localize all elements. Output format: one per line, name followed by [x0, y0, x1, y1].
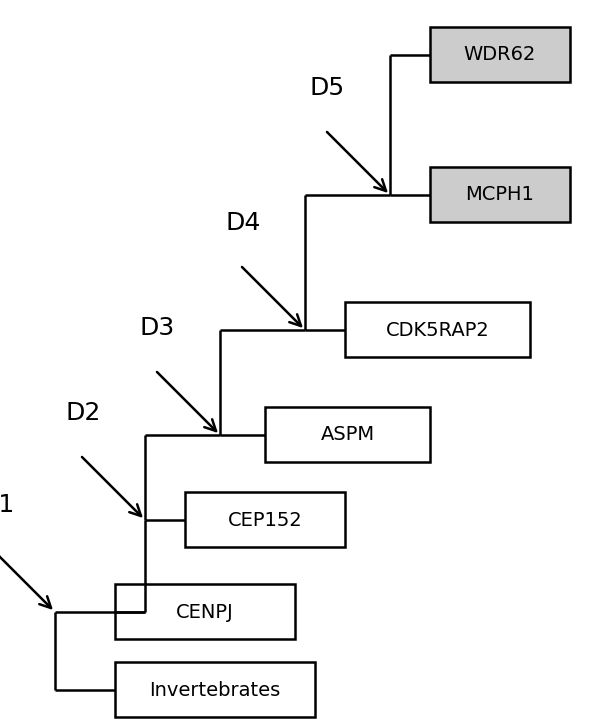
- Text: WDR62: WDR62: [464, 46, 536, 65]
- Text: D5: D5: [310, 76, 345, 100]
- FancyBboxPatch shape: [115, 662, 315, 717]
- Text: D1: D1: [0, 493, 15, 517]
- Text: Invertebrates: Invertebrates: [149, 680, 281, 699]
- FancyBboxPatch shape: [185, 492, 345, 547]
- Text: CDK5RAP2: CDK5RAP2: [386, 321, 490, 340]
- FancyBboxPatch shape: [115, 584, 295, 639]
- Text: MCPH1: MCPH1: [466, 185, 535, 204]
- Text: CEP152: CEP152: [227, 510, 302, 529]
- Text: D3: D3: [140, 316, 175, 340]
- FancyBboxPatch shape: [430, 167, 570, 222]
- FancyBboxPatch shape: [345, 302, 530, 357]
- Text: ASPM: ASPM: [320, 425, 374, 444]
- FancyBboxPatch shape: [265, 407, 430, 462]
- Text: CENPJ: CENPJ: [176, 603, 234, 622]
- Text: D2: D2: [65, 401, 100, 425]
- Text: D4: D4: [225, 211, 260, 235]
- FancyBboxPatch shape: [430, 27, 570, 82]
